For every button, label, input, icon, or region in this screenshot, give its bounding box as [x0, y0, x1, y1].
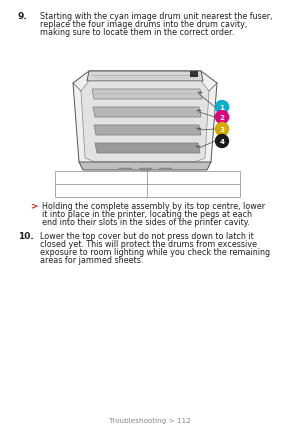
Text: 4. Black cartridge: 4. Black cartridge: [151, 187, 219, 196]
Text: end into their slots in the sides of the printer cavity.: end into their slots in the sides of the…: [42, 218, 250, 227]
Text: Holding the complete assembly by its top centre, lower: Holding the complete assembly by its top…: [42, 201, 265, 210]
Text: Lower the top cover but do not press down to latch it: Lower the top cover but do not press dow…: [40, 231, 254, 240]
Text: Starting with the cyan image drum unit nearest the fuser,: Starting with the cyan image drum unit n…: [40, 12, 272, 21]
Circle shape: [215, 123, 229, 136]
Text: 2: 2: [220, 115, 224, 121]
Text: it into place in the printer, locating the pegs at each: it into place in the printer, locating t…: [42, 210, 252, 219]
Polygon shape: [94, 126, 201, 136]
Text: 4: 4: [220, 139, 224, 145]
Text: >: >: [30, 201, 37, 210]
Text: 2. Magenta cartridge: 2. Magenta cartridge: [151, 173, 232, 183]
Circle shape: [215, 101, 229, 114]
Text: 10.: 10.: [18, 231, 34, 240]
Text: 9.: 9.: [18, 12, 28, 21]
Text: making sure to locate them in the correct order.: making sure to locate them in the correc…: [40, 28, 234, 37]
Circle shape: [215, 111, 229, 124]
Text: areas for jammed sheets.: areas for jammed sheets.: [40, 256, 143, 265]
Circle shape: [215, 135, 229, 148]
FancyBboxPatch shape: [55, 172, 240, 198]
Polygon shape: [79, 163, 211, 170]
Polygon shape: [92, 90, 202, 100]
Text: 3: 3: [220, 127, 224, 132]
Text: exposure to room lighting while you check the remaining: exposure to room lighting while you chec…: [40, 248, 270, 256]
Text: closed yet. This will protect the drums from excessive: closed yet. This will protect the drums …: [40, 239, 257, 248]
Text: replace the four image drums into the drum cavity,: replace the four image drums into the dr…: [40, 20, 247, 29]
Polygon shape: [95, 144, 200, 154]
Polygon shape: [87, 72, 203, 82]
Text: 3. Yellow cartridge: 3. Yellow cartridge: [59, 187, 130, 196]
Polygon shape: [93, 108, 201, 118]
Polygon shape: [73, 72, 217, 167]
Text: 1: 1: [220, 105, 224, 111]
Bar: [190, 72, 198, 78]
Text: 1. Cyan cartridge: 1. Cyan cartridge: [59, 173, 125, 183]
Text: Troubleshooting > 112: Troubleshooting > 112: [109, 417, 191, 423]
Polygon shape: [81, 82, 209, 163]
